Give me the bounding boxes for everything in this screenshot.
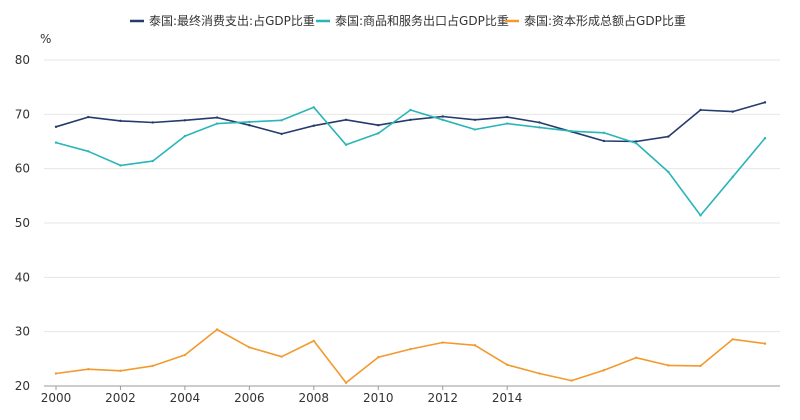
y-tick-label: 80 <box>15 53 30 67</box>
series-2-point <box>699 364 702 368</box>
y-tick-label: 40 <box>15 270 30 284</box>
series-1-point <box>570 129 573 133</box>
series-1-point <box>441 118 444 121</box>
series-0-point <box>215 116 219 119</box>
legend: 泰国:最终消费支出:占GDP比重 泰国:商品和服务出口占GDP比重 泰国:资本形成总… <box>130 13 686 28</box>
series-1-point <box>344 143 348 146</box>
series-line-0 <box>55 101 766 143</box>
x-tick-label: 2010 <box>363 391 394 405</box>
series-0-point <box>699 108 702 112</box>
gridlines <box>44 59 780 333</box>
series-0-point <box>87 115 90 119</box>
series-0-point <box>54 125 58 129</box>
series-2-point <box>602 369 606 372</box>
axes: 20 30 40 50 60 70 80% 2000 2002 2004 2006 2008 2010 2… <box>15 32 780 405</box>
series-2-point <box>54 372 58 375</box>
series-2-point <box>248 346 251 349</box>
x-tick-label: 2008 <box>299 391 330 405</box>
y-tick-label: 30 <box>15 325 30 339</box>
series-line-1 <box>55 106 766 217</box>
series-2-point <box>312 339 316 343</box>
series-0-point <box>151 121 154 124</box>
y-tick-label: 20 <box>15 379 30 393</box>
series-2-point <box>505 363 509 367</box>
x-tick-label: 2012 <box>427 391 458 405</box>
series-0-point <box>667 135 670 138</box>
y-tick-label: 70 <box>15 107 30 121</box>
series-0-point <box>473 118 477 121</box>
y-tick-label: 60 <box>15 162 30 176</box>
series-2-point <box>763 342 767 345</box>
series-line-2 <box>55 328 766 384</box>
series-1-point <box>183 134 187 138</box>
series-1-point <box>538 126 541 129</box>
series-2-point <box>280 355 283 358</box>
x-tick-label: 2000 <box>41 391 72 405</box>
series-1-point <box>699 214 702 217</box>
series-1-point <box>473 128 477 131</box>
series-0-point <box>731 110 734 113</box>
series-2-point <box>344 381 348 384</box>
y-tick-label: 50 <box>15 216 30 230</box>
series-1-point <box>87 150 90 153</box>
series-0-point <box>538 121 541 124</box>
series-1-point <box>248 120 251 124</box>
series-1-point <box>280 119 283 122</box>
series-0-point <box>377 124 380 127</box>
series-2-point <box>151 364 154 368</box>
x-tick-label: 2002 <box>105 391 136 405</box>
series-2-point <box>441 341 444 344</box>
series-2-point <box>634 356 638 359</box>
series-1-point <box>602 131 606 135</box>
series-0-point <box>602 139 606 143</box>
series-0-point <box>409 118 412 121</box>
series-2-point <box>87 367 90 371</box>
series-2-point <box>667 364 670 367</box>
series-1-point <box>731 175 734 179</box>
series-2-point <box>570 379 573 382</box>
series-2-point <box>119 369 122 372</box>
series-0-point <box>183 119 187 122</box>
series-2-point <box>538 372 541 375</box>
series-0-point <box>505 115 509 119</box>
y-unit-label: % <box>40 32 51 46</box>
series-2-point <box>377 356 380 359</box>
series-0-point <box>441 115 444 118</box>
x-tick-label: 2004 <box>170 391 201 405</box>
legend-label-0: 泰国:最终消费支出:占GDP比重 <box>149 13 315 28</box>
series-0-point <box>344 118 348 121</box>
x-tick-label: 2006 <box>234 391 265 405</box>
series-1-point <box>151 159 154 163</box>
series-1-point <box>763 137 767 140</box>
series-2-point <box>473 344 477 347</box>
series-0-point <box>280 132 283 136</box>
legend-label-1: 泰国:商品和服务出口占GDP比重 <box>335 13 509 28</box>
series-lines <box>54 101 767 384</box>
series-2-point <box>215 328 219 331</box>
series-0-point <box>119 119 122 123</box>
series-1-point <box>505 122 509 125</box>
series-1-point <box>119 164 122 167</box>
series-1-point <box>634 141 638 145</box>
x-tick-label: 2014 <box>492 391 523 405</box>
series-2-point <box>183 353 187 357</box>
series-1-point <box>377 132 380 135</box>
series-0-point <box>248 124 251 127</box>
series-1-point <box>54 141 58 144</box>
series-1-point <box>312 106 316 109</box>
series-1-point <box>215 122 219 125</box>
series-1-point <box>667 170 670 174</box>
series-1-point <box>409 108 412 112</box>
legend-label-2: 泰国:资本形成总额占GDP比重 <box>524 13 686 28</box>
series-0-point <box>763 101 767 104</box>
series-2-point <box>731 338 734 341</box>
series-0-point <box>312 124 316 127</box>
series-2-point <box>409 347 412 351</box>
